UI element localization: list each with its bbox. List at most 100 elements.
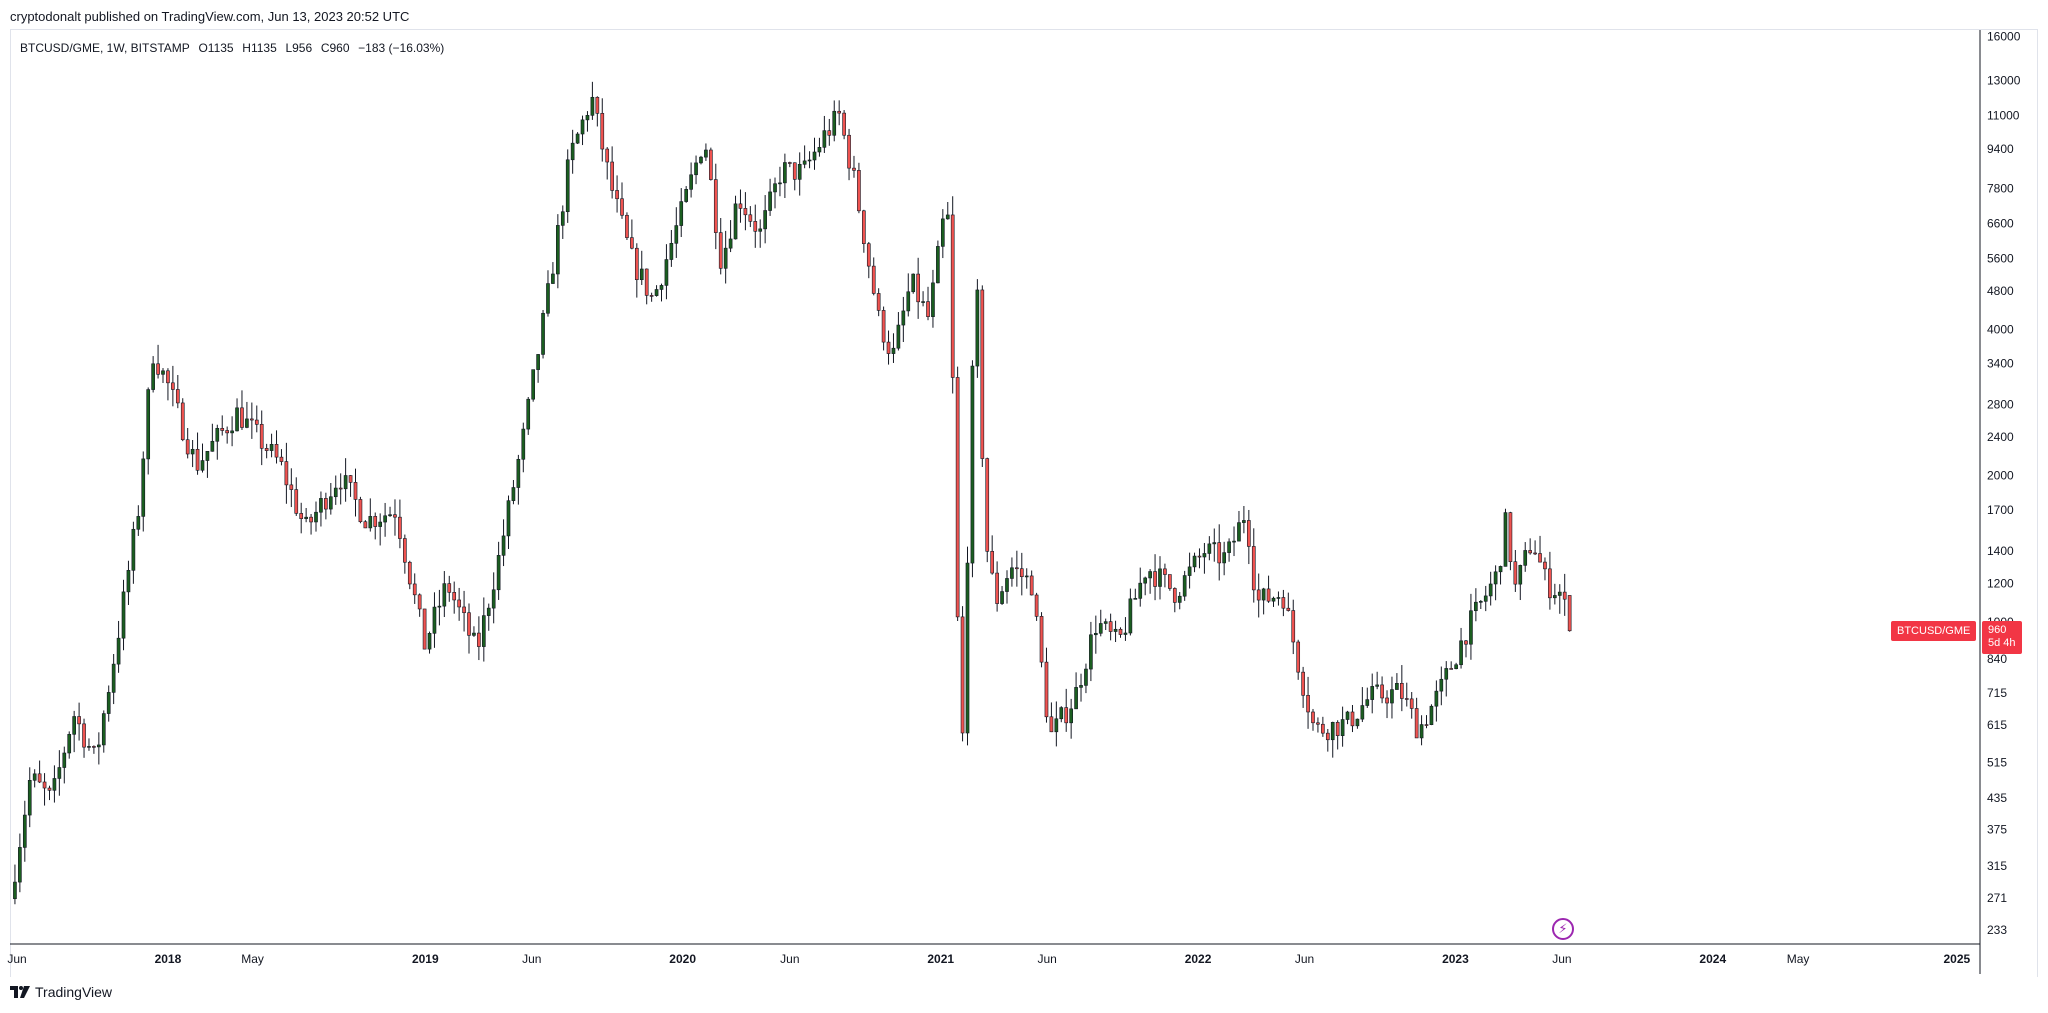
candle-body	[398, 516, 402, 539]
candle-body	[1360, 705, 1365, 720]
candle-body	[1103, 621, 1108, 624]
bar-countdown: 5d 4h	[1988, 637, 2016, 649]
candle-body	[965, 562, 970, 734]
candle-body	[269, 444, 274, 451]
candle-body	[47, 787, 52, 791]
candle-body	[1459, 640, 1463, 666]
candle-body	[348, 475, 353, 483]
lightning-icon[interactable]: ⚡	[1552, 918, 1574, 940]
candle-body	[1256, 589, 1261, 601]
candle-body	[1325, 732, 1330, 741]
candle-body	[319, 498, 323, 513]
candle-body	[131, 528, 136, 571]
candle-body	[1222, 552, 1226, 564]
candle-body	[121, 591, 126, 639]
candle-body	[274, 444, 279, 458]
candle-body	[694, 162, 698, 176]
candle-body	[42, 781, 47, 789]
candle-body	[1266, 588, 1271, 602]
candle-body	[1518, 565, 1523, 585]
candle-body	[1059, 707, 1064, 720]
candle-body	[1409, 698, 1414, 709]
candle-body	[185, 439, 190, 455]
candle-body	[314, 511, 318, 523]
y-tick-label: 2800	[1987, 398, 2014, 412]
candle-body	[516, 458, 521, 488]
candle-body	[1533, 552, 1537, 555]
candle-body	[1350, 711, 1355, 727]
y-tick-label: 4800	[1987, 284, 2014, 298]
candle-body	[689, 174, 693, 190]
x-tick-label: Jun	[7, 952, 26, 966]
candle-body	[857, 170, 861, 212]
candle-body	[960, 616, 965, 734]
candle-body	[615, 190, 619, 200]
candle-body	[792, 162, 797, 180]
candle-body	[709, 149, 713, 180]
candle-body	[881, 310, 886, 343]
candle-body	[1069, 708, 1073, 724]
candle-body	[1523, 550, 1528, 566]
ohlc-legend: BTCUSD/GME, 1W, BITSTAMP O1135 H1135 L95…	[20, 41, 446, 55]
candle-body	[970, 365, 975, 564]
candle-body	[679, 201, 684, 226]
candle-body	[876, 293, 881, 311]
candle-body	[1508, 512, 1513, 563]
candle-body	[669, 242, 674, 260]
candle-body	[1474, 601, 1478, 612]
candle-body	[146, 389, 151, 460]
candle-body	[748, 214, 753, 222]
candle-body	[1340, 719, 1345, 736]
candle-body	[126, 570, 131, 593]
candle-body	[1335, 721, 1340, 736]
candle-body	[363, 521, 368, 529]
candle-body	[1182, 575, 1187, 597]
candle-body	[284, 461, 289, 486]
tradingview-brand[interactable]: TradingView	[10, 984, 112, 1000]
candle-body	[659, 285, 664, 290]
candle-body	[862, 210, 866, 245]
candle-body	[1469, 610, 1473, 645]
candle-body	[358, 499, 363, 523]
candle-body	[773, 183, 777, 193]
candle-body	[1498, 566, 1503, 573]
candle-body	[704, 149, 708, 158]
candle-body	[1321, 723, 1325, 734]
candle-body	[264, 448, 269, 451]
y-tick-label: 5600	[1987, 251, 2014, 265]
candle-body	[1311, 711, 1315, 724]
candle-body	[1148, 571, 1152, 579]
candle-body	[215, 428, 220, 442]
candle-body	[1404, 698, 1409, 700]
candle-body	[328, 496, 333, 510]
candle-body	[254, 419, 259, 425]
candle-body	[151, 363, 155, 390]
candle-body	[481, 615, 486, 647]
candle-body	[723, 247, 728, 269]
candle-body	[427, 633, 432, 650]
candle-body	[1261, 588, 1266, 601]
candle-body	[1395, 683, 1399, 690]
candle-body	[807, 159, 812, 162]
candle-body	[911, 273, 916, 293]
candle-body	[837, 110, 842, 114]
x-tick-label: May	[1787, 952, 1810, 966]
candle-body	[180, 402, 185, 441]
candle-body	[447, 583, 452, 593]
candle-body	[304, 516, 308, 519]
candle-body	[1400, 683, 1404, 699]
candle-body	[521, 428, 526, 460]
candle-body	[235, 407, 239, 432]
candle-body	[595, 96, 600, 114]
candle-body	[393, 514, 397, 518]
y-tick-label: 9400	[1987, 142, 2014, 156]
candle-body	[1005, 578, 1009, 592]
candle-body	[240, 407, 244, 428]
candle-body	[990, 551, 995, 574]
candle-body	[1143, 577, 1148, 584]
y-tick-label: 2400	[1987, 430, 2014, 444]
candle-body	[501, 535, 506, 556]
brand-name: TradingView	[35, 984, 113, 1000]
candle-body	[195, 448, 200, 471]
